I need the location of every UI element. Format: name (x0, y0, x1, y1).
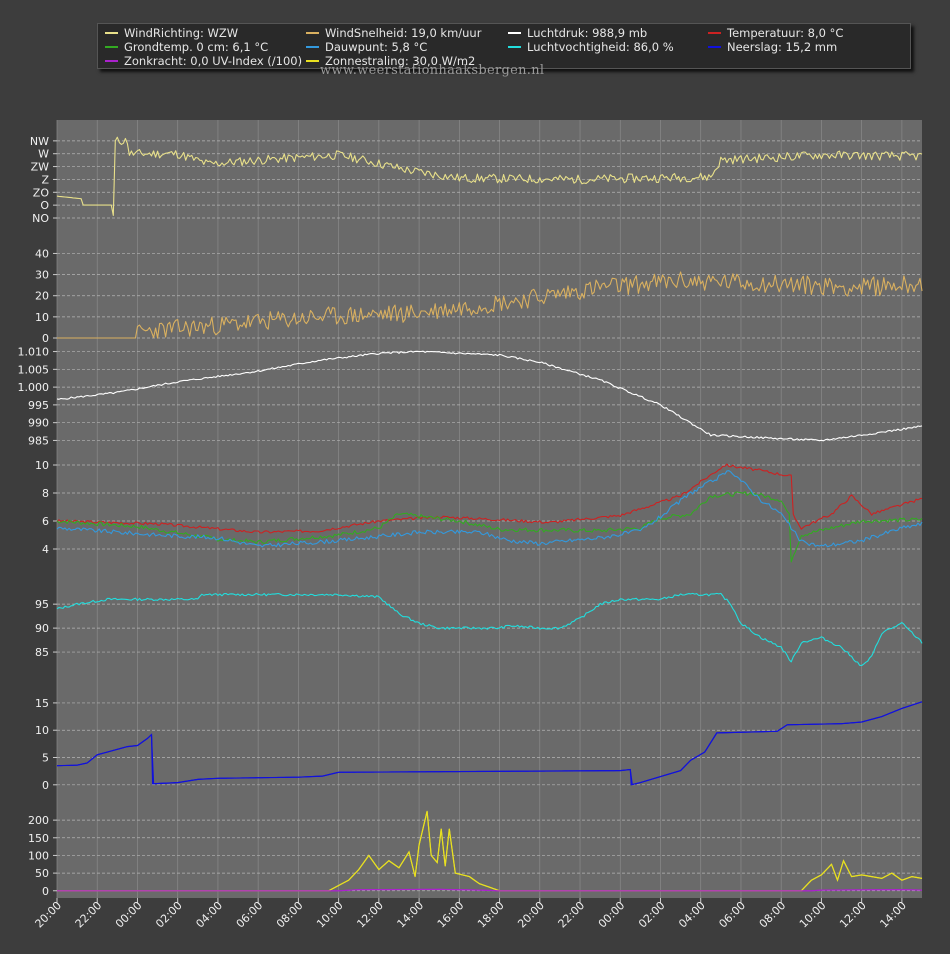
x-tick-label: 00:00 (596, 899, 628, 931)
y-tick-label: 1.010 (18, 346, 50, 359)
y-tick-label: NO (32, 212, 49, 225)
plot-area (57, 120, 922, 898)
x-tick-label: 06:00 (716, 899, 748, 931)
y-tick-label: 10 (35, 724, 49, 737)
series-line (57, 811, 923, 892)
x-tick-label: 14:00 (877, 899, 909, 931)
chart-legend: WindRichting: WZW WindSnelheid: 19,0 km/… (97, 23, 911, 69)
series-line (56, 470, 923, 548)
y-tick-label: 95 (35, 598, 49, 611)
y-tick-label: 990 (28, 417, 49, 430)
panel-luchtvochtigheid: 85 90 95 (35, 592, 923, 667)
site-watermark: www.weerstationhaaksbergen.nl (320, 63, 545, 78)
x-tick-label: 02:00 (153, 899, 185, 931)
y-tick-label: 20 (35, 290, 49, 303)
series-line (57, 271, 923, 339)
y-tick-label: 5 (42, 752, 49, 765)
legend-swatch (306, 31, 319, 34)
x-tick-label: 08:00 (274, 899, 306, 931)
y-tick-label: 150 (28, 832, 49, 845)
y-tick-label: 200 (28, 814, 49, 827)
series-line (56, 701, 923, 786)
legend-item: WindRichting: WZW (105, 26, 238, 40)
y-tick-label: 995 (28, 399, 49, 412)
y-tick-label: 8 (42, 487, 49, 500)
x-tick-label: 08:00 (757, 899, 789, 931)
legend-item: Dauwpunt: 5,8 °C (306, 40, 427, 54)
legend-item: Luchtdruk: 988,9 mb (508, 26, 647, 40)
legend-item: Neerslag: 15,2 mm (708, 40, 837, 54)
panel-windsnelheid: 0 10 20 30 40 (35, 247, 923, 345)
legend-swatch (508, 45, 521, 48)
series-line (56, 491, 923, 563)
x-tick-label: 16:00 (435, 899, 467, 931)
y-tick-label: O (40, 199, 49, 212)
y-tick-label: 10 (35, 311, 49, 324)
y-tick-label: W (38, 148, 49, 161)
legend-swatch (306, 59, 319, 62)
y-tick-label: ZO (33, 186, 50, 199)
series-line (57, 888, 923, 892)
legend-swatch (306, 45, 319, 48)
legend-item: Zonkracht: 0,0 UV-Index (/100) (105, 54, 302, 68)
series-line (56, 592, 923, 667)
y-tick-label: 15 (35, 697, 49, 710)
y-tick-label: 0 (42, 885, 49, 898)
legend-item: Luchtvochtigheid: 86,0 % (508, 40, 674, 54)
legend-item: Grondtemp. 0 cm: 6,1 °C (105, 40, 268, 54)
series-line (56, 463, 923, 534)
y-tick-label: 90 (35, 622, 49, 635)
legend-swatch (708, 31, 721, 34)
legend-item: WindSnelheid: 19,0 km/uur (306, 26, 481, 40)
y-tick-label: 985 (28, 434, 49, 447)
y-tick-label: 50 (35, 867, 49, 880)
y-tick-label: 0 (42, 332, 49, 345)
y-tick-label: NW (30, 135, 49, 148)
legend-item: Temperatuur: 8,0 °C (708, 26, 843, 40)
x-tick-label: 12:00 (354, 899, 386, 931)
legend-swatch (105, 59, 118, 62)
y-tick-label: 100 (28, 849, 49, 862)
legend-swatch (105, 31, 118, 34)
x-tick-label: 20:00 (33, 899, 65, 931)
x-tick-label: 00:00 (113, 899, 145, 931)
legend-swatch (708, 45, 721, 48)
x-tick-label: 22:00 (73, 899, 105, 931)
x-tick-label: 14:00 (395, 899, 427, 931)
panel-luchtdruk: 985 990 995 1.000 1.005 1.010 (18, 346, 923, 447)
x-tick-label: 12:00 (837, 899, 869, 931)
legend-swatch (105, 45, 118, 48)
legend-item: Zonnestraling: 30,0 W/m2 (306, 54, 475, 68)
x-tick-label: 04:00 (676, 899, 708, 931)
x-tick-label: 06:00 (234, 899, 266, 931)
x-tick-label: 20:00 (515, 899, 547, 931)
x-tick-label: 22:00 (556, 899, 588, 931)
x-tick-label: 02:00 (636, 899, 668, 931)
y-tick-label: 85 (35, 646, 49, 659)
panel-temperatuur: 4 6 8 10 (35, 459, 923, 563)
y-tick-label: 30 (35, 269, 49, 282)
series-line (56, 136, 923, 216)
x-tick-label: 18:00 (475, 899, 507, 931)
y-tick-label: 1.000 (18, 381, 50, 394)
y-tick-label: 4 (42, 543, 49, 556)
y-tick-label: Z (41, 173, 49, 186)
legend-swatch (508, 31, 521, 34)
y-tick-label: 1.005 (18, 363, 50, 376)
series-line (56, 350, 923, 442)
y-tick-label: 40 (35, 247, 49, 260)
x-tick-label: 10:00 (797, 899, 829, 931)
x-tick-label: 10:00 (314, 899, 346, 931)
y-tick-label: 0 (42, 779, 49, 792)
y-tick-label: ZW (31, 161, 50, 174)
x-tick-label: 04:00 (193, 899, 225, 931)
y-tick-label: 10 (35, 459, 49, 472)
y-tick-label: 6 (42, 515, 49, 528)
